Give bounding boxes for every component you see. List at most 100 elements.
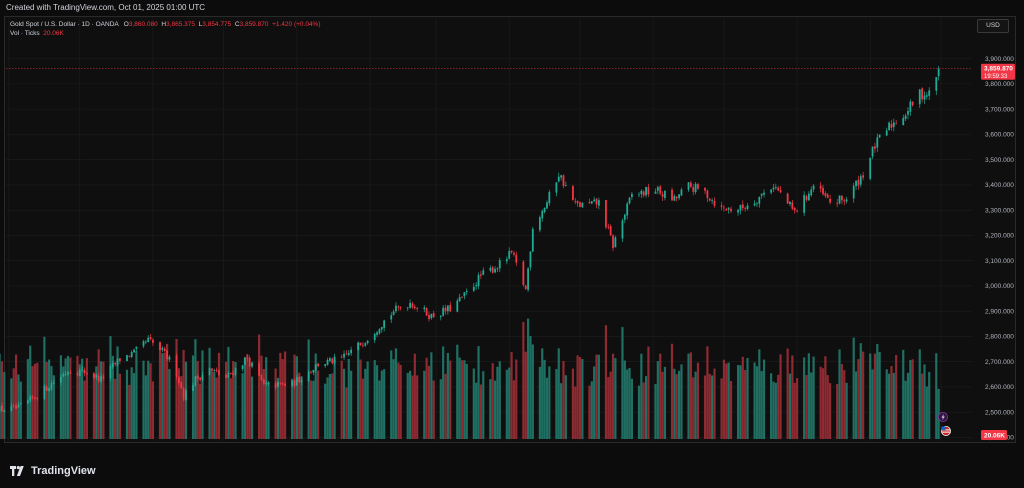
- volume-bar: [744, 370, 747, 439]
- volume-bar: [604, 325, 608, 439]
- volume-bar: [859, 343, 862, 439]
- price-axis-label: 2,500.000: [985, 409, 1014, 416]
- candle: [281, 383, 284, 385]
- candle: [48, 388, 51, 391]
- candle: [645, 187, 647, 196]
- candle: [333, 356, 336, 364]
- candle: [597, 200, 600, 206]
- candle: [19, 403, 22, 405]
- volume-bar: [163, 352, 166, 439]
- volume-bar: [777, 374, 780, 439]
- volume-bar: [460, 360, 464, 439]
- volume-bar: [755, 366, 759, 439]
- candle: [524, 285, 527, 289]
- volume-bar: [661, 371, 664, 439]
- volume-bar: [626, 369, 629, 439]
- volume-bar: [416, 375, 419, 439]
- tradingview-logo-icon: [10, 466, 24, 476]
- candle: [826, 194, 829, 198]
- volume-bar: [291, 378, 294, 439]
- volume-bar: [66, 355, 70, 439]
- volume-bar: [925, 386, 928, 439]
- volume-bar: [770, 373, 773, 439]
- volume-bar: [333, 360, 336, 439]
- volume-bar: [515, 359, 518, 439]
- candle: [895, 123, 898, 125]
- candle: [199, 377, 202, 380]
- candle: [505, 258, 508, 262]
- price-axis-label: 3,500.000: [985, 157, 1014, 164]
- volume-bar: [529, 335, 532, 439]
- volume-bar: [696, 362, 700, 439]
- candle: [791, 202, 794, 209]
- price-axis-label: 2,700.000: [985, 359, 1014, 366]
- candle: [562, 175, 565, 187]
- candle: [661, 194, 664, 197]
- candle: [807, 193, 810, 201]
- candle: [133, 349, 135, 353]
- volume-bar: [793, 382, 796, 439]
- legend-open-value: 3,860.080: [128, 21, 158, 28]
- candle: [126, 355, 128, 361]
- currency-button[interactable]: USD: [977, 19, 1009, 33]
- volume-bar: [375, 365, 379, 439]
- price-axis-label: 2,800.000: [985, 334, 1014, 341]
- candle: [324, 364, 327, 366]
- volume-bar: [621, 327, 624, 439]
- candle: [168, 356, 171, 360]
- volume-bar: [692, 377, 695, 439]
- volume-bar: [673, 368, 676, 439]
- legend-volume-label[interactable]: Vol · Ticks: [10, 30, 40, 37]
- candle: [810, 189, 813, 196]
- candle: [194, 376, 197, 386]
- volume-bar: [564, 375, 567, 439]
- lightning-icon: [938, 411, 949, 422]
- volume-bar: [826, 375, 829, 439]
- candle: [869, 157, 872, 179]
- candle: [515, 254, 518, 263]
- candle: [362, 345, 364, 347]
- volume-bar: [26, 359, 29, 439]
- candle: [428, 314, 430, 320]
- candle: [756, 203, 758, 205]
- tradingview-logo[interactable]: TradingView: [10, 465, 96, 477]
- volume-bar: [439, 379, 442, 439]
- candle: [546, 202, 548, 209]
- volume-bar: [574, 386, 577, 439]
- candle: [744, 207, 747, 209]
- candle: [175, 355, 178, 377]
- volume-bar: [843, 370, 846, 439]
- volume-bar: [472, 368, 475, 439]
- volume-bar: [406, 372, 409, 439]
- volume-bar: [791, 355, 794, 439]
- candle: [697, 184, 699, 189]
- volume-bar: [739, 365, 742, 439]
- candle: [692, 187, 695, 192]
- candle: [279, 382, 282, 384]
- volume-bar: [274, 368, 277, 439]
- volume-bar: [328, 374, 331, 439]
- candle: [642, 191, 645, 196]
- legend-symbol[interactable]: Gold Spot / U.S. Dollar · 1D · OANDA: [10, 21, 119, 28]
- candle: [746, 205, 749, 209]
- volume-bar: [821, 368, 825, 439]
- candle: [737, 210, 739, 213]
- volume-bar: [307, 339, 310, 439]
- candle: [654, 191, 657, 194]
- candle: [479, 274, 482, 276]
- candle: [675, 197, 678, 199]
- volume-bar: [95, 366, 98, 439]
- candle: [192, 385, 194, 391]
- candle: [359, 342, 362, 345]
- candle: [12, 405, 15, 406]
- volume-bar: [109, 336, 112, 439]
- candle: [838, 195, 841, 204]
- candle: [395, 305, 397, 312]
- volume-bar: [706, 346, 709, 439]
- price-axis-label: 2,600.000: [985, 384, 1014, 391]
- candle: [380, 327, 383, 330]
- volume-bar: [911, 359, 914, 439]
- volume-bar: [442, 346, 445, 439]
- volume-bar: [663, 366, 667, 439]
